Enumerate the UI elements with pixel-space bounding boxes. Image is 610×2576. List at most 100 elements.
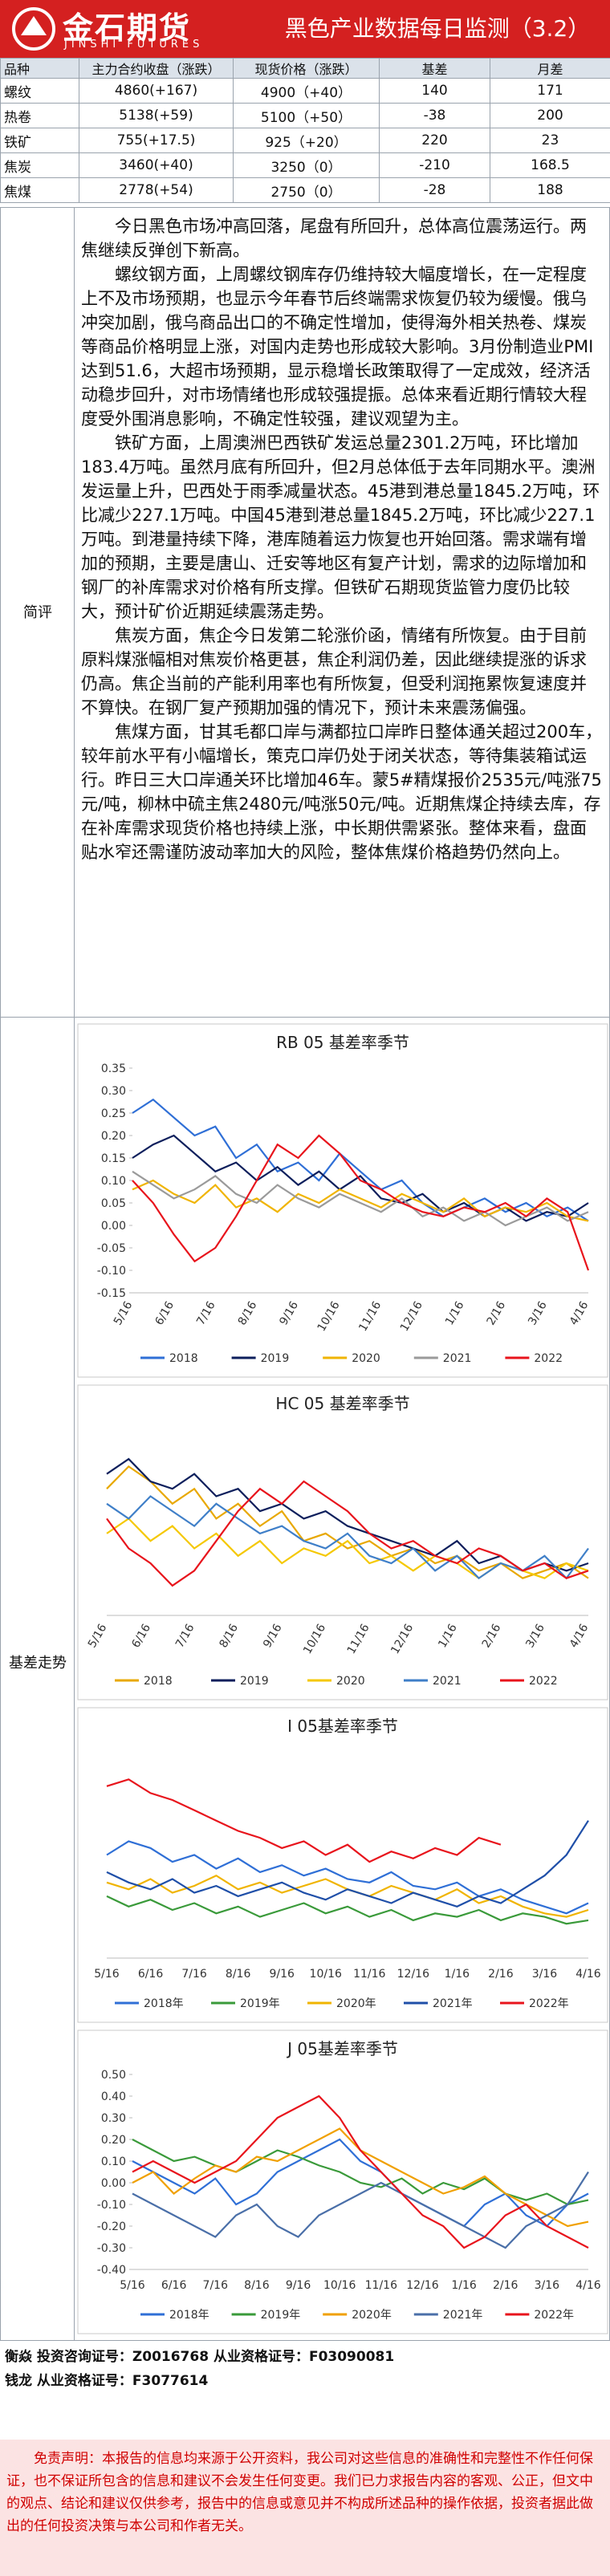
x-tick-label: 1/16	[451, 2279, 477, 2292]
y-tick-label: 0.35	[101, 1062, 126, 1075]
chart-title: I 05基差率季节	[287, 1717, 398, 1736]
side-label: 基差走势	[9, 1655, 67, 1672]
paragraph: 焦炭方面，焦企今日发第二轮涨价函，情绪有所恢复。由于目前原料煤涨幅相对焦炭价格更…	[81, 626, 587, 717]
y-tick-label: -0.05	[97, 1242, 126, 1255]
chart-frame	[77, 2030, 608, 2334]
header-cell: 品种	[0, 58, 79, 79]
y-tick-label: 0.30	[101, 2112, 126, 2125]
table-cell: 5138(+59)	[79, 103, 234, 128]
table-cell: 4860(+167)	[79, 78, 234, 104]
x-tick-label: 7/16	[181, 1968, 207, 1981]
x-tick-label: 4/16	[575, 1968, 601, 1981]
x-tick-label: 4/16	[575, 2279, 601, 2292]
x-tick-label: 3/16	[532, 1968, 558, 1981]
chart-title: J 05基差率季节	[286, 2039, 398, 2058]
chart-frame	[77, 1707, 608, 2023]
table-cell: 220	[379, 128, 490, 153]
legend-label: 2019	[240, 1675, 269, 1688]
legend-label: 2021年	[443, 2309, 483, 2322]
logo-subtext: JINSHI FUTURES	[64, 39, 204, 51]
y-tick-label: -0.40	[97, 2264, 126, 2277]
x-tick-label: 9/16	[286, 2279, 311, 2292]
legend-label: 2019年	[240, 1997, 280, 2010]
x-tick-label: 8/16	[244, 2279, 270, 2292]
y-tick-label: -0.20	[97, 2220, 126, 2233]
y-tick-label: -0.15	[97, 1287, 126, 1300]
legend-label: 2019	[261, 1352, 290, 1365]
table-row: 热卷 5138(+59) 5100（+50） -38 200	[0, 103, 610, 128]
y-tick-label: 0.15	[101, 1152, 126, 1165]
y-tick-label: 0.05	[101, 1197, 126, 1210]
y-tick-label: 0.00	[101, 1220, 126, 1233]
legend-label: 2018	[144, 1675, 173, 1688]
table-cell: 2778(+54)	[79, 177, 234, 203]
table-row: 螺纹 4860(+167) 4900（+40） 140 171	[0, 78, 610, 104]
table-cell: 755(+17.5)	[79, 128, 234, 153]
table-cell: -28	[379, 177, 490, 203]
series-line	[132, 2171, 589, 2249]
y-tick-label: 0.30	[101, 1085, 126, 1098]
y-tick-label: -0.10	[97, 2199, 126, 2212]
table-cell: 5100（+50）	[233, 103, 380, 128]
series-line	[106, 1895, 589, 1925]
series-line	[106, 1778, 502, 1863]
x-tick-label: 6/16	[138, 1968, 164, 1981]
paragraph: 焦煤方面，甘其毛都口岸与满都拉口岸昨日整体通关超过200车，较年前水平有小幅增长…	[81, 722, 603, 862]
paragraph: 铁矿方面，上周澳洲巴西铁矿发运总量2301.2万吨，环比增加183.4万吨。虽然…	[81, 433, 600, 621]
table-cell: 2750（0）	[233, 177, 380, 203]
x-tick-label: 5/16	[120, 2279, 145, 2292]
legend-label: 2019年	[261, 2309, 301, 2322]
table-row: 焦煤 2778(+54) 2750（0） -28 188	[0, 177, 610, 203]
chart-frame	[77, 1023, 608, 1378]
table-cell: 168.5	[490, 152, 610, 178]
legend-label: 2020年	[352, 2309, 392, 2322]
x-tick-label: 9/16	[269, 1968, 295, 1981]
side-label-cell: 基差走势	[1, 1018, 75, 2340]
chart-title: HC 05 基差率季节	[275, 1394, 409, 1413]
header-cell: 基差	[379, 58, 490, 79]
charts: RB 05 基差率季节 0.35 0.30 0.25 0.20 0.15 0.10 0.05 0…	[77, 1023, 608, 2334]
x-tick-label: 1/16	[445, 1968, 470, 1981]
table-cell: 171	[490, 78, 610, 104]
y-tick-label: 0.20	[101, 1130, 126, 1143]
series-line	[132, 1170, 589, 1227]
table-row: 铁矿 755(+17.5) 925（+20） 220 23	[0, 128, 610, 153]
x-tick-label: 8/16	[226, 1968, 251, 1981]
y-tick-label: 0.50	[101, 2069, 126, 2082]
x-tick-label: 2/16	[488, 1968, 514, 1981]
x-tick-label: 11/16	[365, 2279, 397, 2292]
y-tick-label: -0.10	[97, 1265, 126, 1278]
x-tick-label: 7/16	[203, 2279, 229, 2292]
table-cell: 热卷	[0, 103, 79, 128]
contact: 钱龙 从业资格证号：F3077614	[5, 2373, 209, 2389]
price-table: 品种 主力合约收盘（涨跌） 现货价格（涨跌） 基差 月差 螺纹 4860(+167) 4900…	[0, 58, 610, 203]
table-cell: 3460(+40)	[79, 152, 234, 178]
header: 金石期货 JINSHI FUTURES 黑色产业数据每日监测（3.2）	[0, 0, 610, 58]
logo-icon	[12, 7, 55, 51]
y-tick-label: 0.10	[101, 2155, 126, 2168]
paragraph: 今日黑色市场冲高回落，尾盘有所回升，总体高位震荡运行。两焦继续反弹创下新高。	[81, 217, 587, 260]
series-line	[132, 2138, 589, 2228]
disclaimer-text: 免责声明：本报告的信息均来源于公开资料，我公司对这些信息的准确性和完整性不作任何…	[6, 2451, 593, 2534]
table-cell: 3250（0）	[233, 152, 380, 178]
series-line	[132, 1134, 589, 1222]
table-cell: 200	[490, 103, 610, 128]
series-line	[106, 1840, 589, 1915]
table-cell: 焦煤	[0, 177, 79, 203]
header-cell: 主力合约收盘（涨跌）	[79, 58, 234, 79]
series-line	[132, 1134, 590, 1271]
series-line	[132, 2139, 589, 2206]
logo-text: 金石期货	[63, 10, 192, 46]
x-tick-label: 6/16	[161, 2279, 187, 2292]
table-cell: 188	[490, 177, 610, 203]
side-label-cell: 简评	[1, 208, 75, 1017]
y-tick-label: 0.10	[101, 1175, 126, 1188]
series-line	[132, 2095, 589, 2249]
table-cell: 焦炭	[0, 152, 79, 178]
table-cell: -38	[379, 103, 490, 128]
legend-label: 2021	[443, 1352, 472, 1365]
x-tick-label: 11/16	[353, 1968, 385, 1981]
contact: 衡焱 投资咨询证号：Z0016768 从业资格证号：F03090081	[5, 2349, 395, 2365]
legend-label: 2022年	[534, 2309, 574, 2322]
